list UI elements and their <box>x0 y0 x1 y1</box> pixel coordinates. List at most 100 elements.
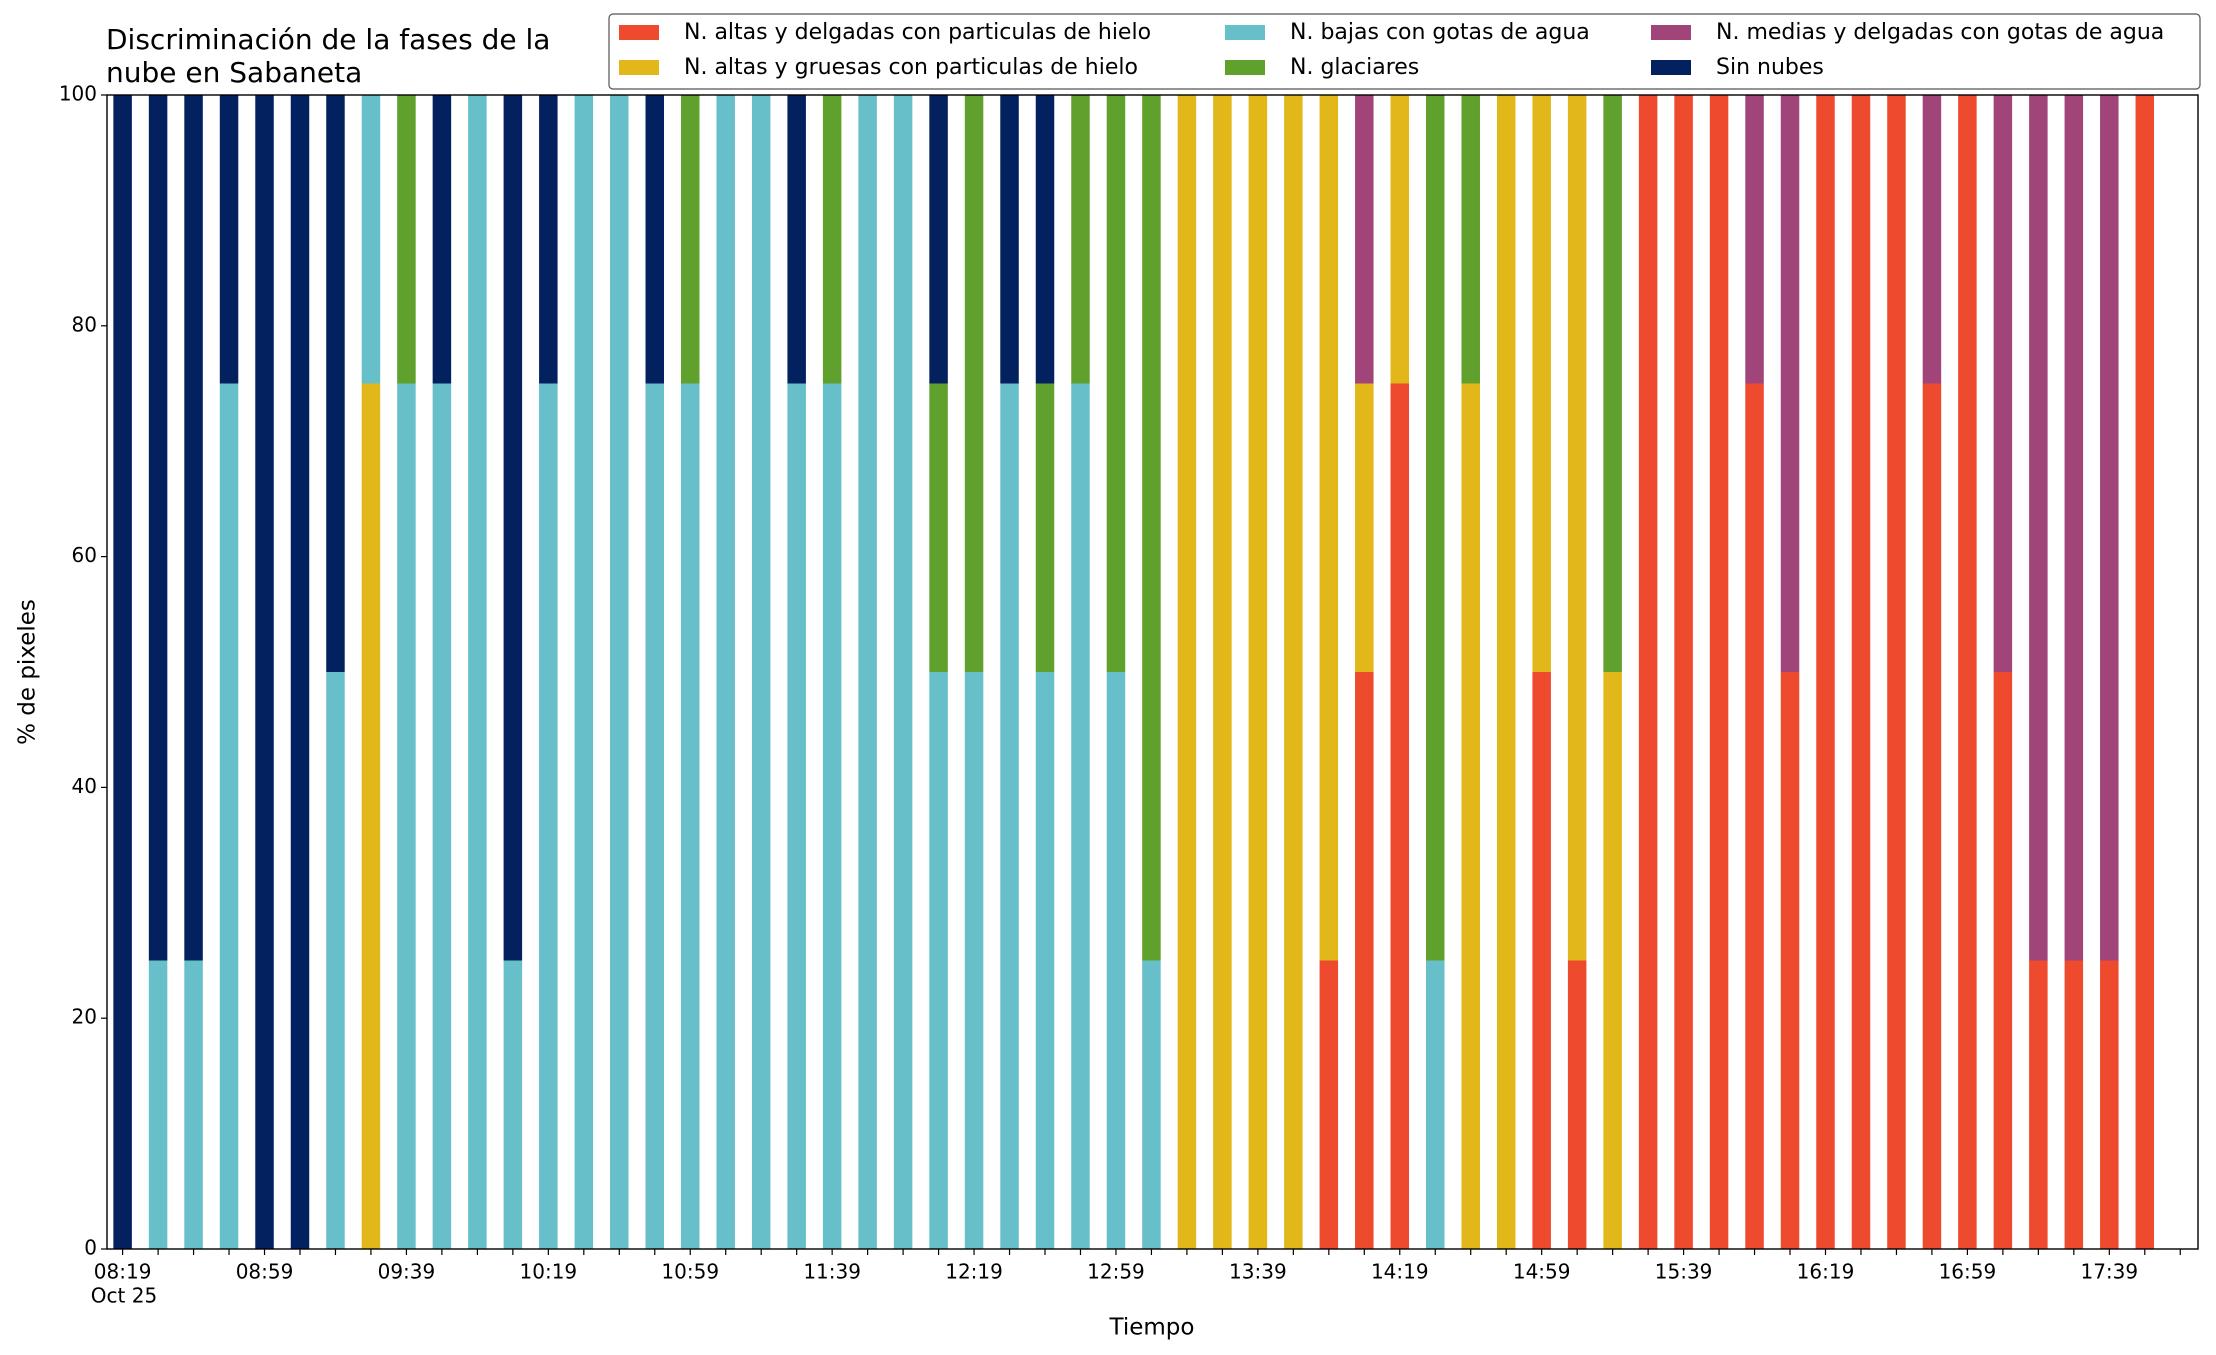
x-tick-label: 13:39 <box>1229 1260 1287 1284</box>
bar-segment <box>1745 383 1764 1249</box>
legend-text: N. glaciares <box>1290 55 1419 80</box>
bar-segment <box>1142 95 1161 961</box>
bar-segment <box>929 383 948 672</box>
bar-segment <box>1000 383 1019 1249</box>
bar-segment <box>1390 95 1410 384</box>
bar-segment <box>680 95 700 384</box>
bar-segment <box>2064 960 2084 1249</box>
bar-segment <box>1780 672 1800 1249</box>
y-axis-label: % de pixeles <box>15 599 41 745</box>
bar-segment <box>1035 383 1055 672</box>
bar-segment <box>893 95 913 1249</box>
bar-segment <box>2135 95 2155 1249</box>
bar-segment <box>1532 95 1551 672</box>
y-tick-label: 100 <box>59 82 97 106</box>
bar-segment <box>1355 383 1374 672</box>
bar-segment <box>1709 95 1729 1249</box>
bar-segment <box>680 383 700 1249</box>
bar-segment <box>574 95 594 1249</box>
chart-title: Discriminación de la fases de la <box>106 23 550 56</box>
bar-segment <box>1213 95 1232 1249</box>
bar-segment <box>1248 95 1268 1249</box>
legend-text: N. altas y delgadas con particulas de hi… <box>684 20 1151 45</box>
bar-segment <box>787 95 806 384</box>
bar-segment <box>1603 672 1622 1249</box>
bar-segment <box>645 383 665 1249</box>
bar-segment <box>2100 95 2119 961</box>
bar-segment <box>1922 95 1942 384</box>
bar-segment <box>2029 960 2048 1249</box>
bar-segment <box>468 95 487 1249</box>
bar-segment <box>1461 383 1480 1249</box>
bar-segment <box>432 383 452 1249</box>
bar-segment <box>2029 95 2048 961</box>
bar-segment <box>1106 672 1126 1249</box>
bar-segment <box>397 95 416 384</box>
bar-segment <box>113 95 132 1249</box>
bar-segment <box>1993 672 2013 1249</box>
bar-segment <box>1425 95 1445 961</box>
y-tick-label: 0 <box>84 1236 97 1260</box>
bar-segment <box>1567 95 1587 961</box>
bar-segment <box>1922 383 1942 1249</box>
x-tick-label: 12:19 <box>945 1260 1003 1284</box>
legend-swatch <box>619 60 659 75</box>
bar-segment <box>326 95 345 672</box>
bar-segment <box>503 95 523 961</box>
x-tick-label: 14:19 <box>1371 1260 1429 1284</box>
bar-segment <box>1142 960 1161 1249</box>
bar-segment <box>1958 95 1977 1249</box>
bar-segment <box>148 960 168 1249</box>
bar-segment <box>929 672 948 1249</box>
bar-segment <box>1603 95 1622 672</box>
bar-segment <box>539 383 558 1249</box>
bar-segment <box>716 95 735 1249</box>
bar-segment <box>361 95 381 384</box>
bar-segment <box>858 95 877 1249</box>
bar-segment <box>1532 672 1551 1249</box>
plot-frame <box>106 94 2199 1250</box>
bar-segment <box>1745 95 1764 384</box>
bar-segment <box>964 95 984 672</box>
bar-segment <box>539 95 558 384</box>
y-tick-label: 80 <box>72 312 97 336</box>
bar-segment <box>255 95 274 1249</box>
x-date-label: Oct 25 <box>91 1284 157 1308</box>
bar-segment <box>1355 672 1374 1249</box>
bar-segment <box>1106 95 1126 672</box>
x-axis-label: Tiempo <box>1109 1315 1195 1341</box>
bar-segment <box>822 383 842 1249</box>
bar-segment <box>1816 95 1835 1249</box>
bar-segment <box>1319 960 1339 1249</box>
bar-segment <box>1035 672 1055 1249</box>
bar-segment <box>1355 95 1374 384</box>
bar-segment <box>1887 95 1906 1249</box>
legend-text: N. medias y delgadas con gotas de agua <box>1716 20 2164 45</box>
legend-text: Sin nubes <box>1716 55 1824 80</box>
bar-segment <box>326 672 345 1249</box>
bar-segment <box>1177 95 1197 1249</box>
x-tick-label: 11:39 <box>803 1260 861 1284</box>
bar-segment <box>397 383 416 1249</box>
y-tick-label: 40 <box>72 774 97 798</box>
y-tick-label: 60 <box>72 543 97 567</box>
x-tick-label: 17:39 <box>2080 1260 2138 1284</box>
x-tick-label: 10:59 <box>661 1260 719 1284</box>
x-tick-label: 15:39 <box>1655 1260 1713 1284</box>
bar-segment <box>964 672 984 1249</box>
legend-swatch <box>1225 25 1265 40</box>
x-tick-label: 08:59 <box>236 1260 294 1284</box>
y-tick-label: 20 <box>72 1005 97 1029</box>
x-tick-label: 08:19 <box>94 1260 152 1284</box>
legend-swatch <box>1651 25 1691 40</box>
chart-title: nube en Sabaneta <box>106 56 362 89</box>
bar-segment <box>503 960 523 1249</box>
bar-segment <box>1496 95 1516 1249</box>
bar-segment <box>184 960 203 1249</box>
x-tick-label: 16:59 <box>1939 1260 1997 1284</box>
bar-segment <box>1461 95 1480 384</box>
bar-segment <box>1035 95 1055 384</box>
bar-segment <box>610 95 629 1249</box>
bar-segment <box>751 95 771 1249</box>
